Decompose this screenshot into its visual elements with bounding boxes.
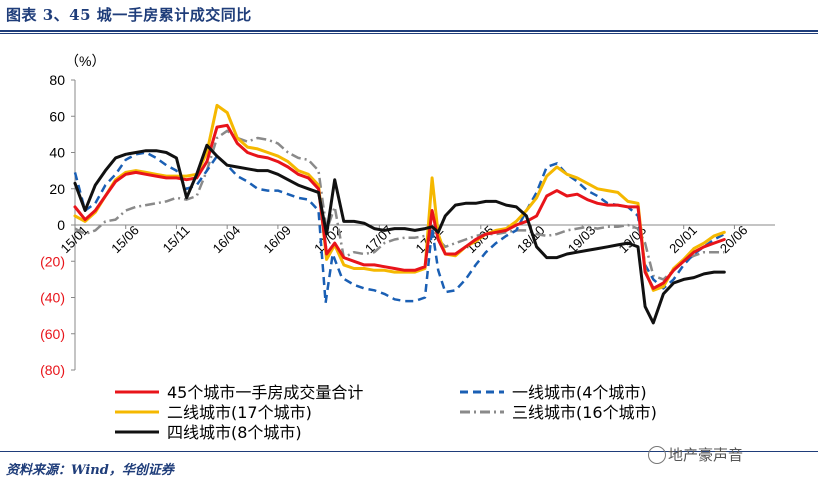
y-tick-label: 20 [49, 181, 65, 197]
x-tick-label: 16/04 [210, 223, 244, 257]
series-line-4 [73, 143, 726, 325]
y-tick-label: 80 [49, 72, 65, 88]
legend-label-0: 45个城市一手房成交量合计 [167, 383, 363, 402]
y-tick-label: (80) [40, 362, 65, 378]
series-line-0 [73, 123, 726, 290]
legend-label-3: 三线城市(16个城市) [512, 403, 657, 422]
x-tick-label: 15/11 [160, 223, 193, 256]
footer-rule [0, 451, 818, 452]
y-tick-label: (20) [40, 253, 65, 269]
x-tick-label: 15/06 [108, 223, 142, 257]
series-line-3 [74, 129, 725, 281]
x-tick-label: 17/07 [362, 223, 396, 257]
y-tick-label: 60 [49, 108, 65, 124]
chart-legend: 45个城市一手房成交量合计 一线城市(4个城市) 二线城市(17个城市) 三线城市(1… [115, 383, 657, 442]
x-tick-label: 16/09 [260, 223, 294, 257]
series-layer [73, 103, 726, 325]
y-axis-label: （%） [65, 53, 105, 69]
title-rule-thin [0, 33, 818, 34]
watermark-text: 地产豪声音 [668, 446, 744, 464]
y-tick-label: 0 [57, 217, 65, 233]
series-line-2 [73, 103, 726, 292]
page-title: 图表 3、45 城一手房累计成交同比 [6, 6, 252, 24]
legend-label-2: 二线城市(17个城市) [167, 403, 312, 422]
y-tick-label: (40) [40, 290, 65, 306]
title-rule [0, 30, 818, 32]
source-note: 资料来源：Wind，华创证券 [6, 463, 174, 478]
legend-label-4: 四线城市(8个城市) [167, 423, 302, 442]
y-tick-label: 40 [49, 145, 65, 161]
wechat-icon [648, 446, 666, 464]
y-tick-label: (60) [40, 326, 65, 342]
legend-label-1: 一线城市(4个城市) [512, 383, 647, 402]
